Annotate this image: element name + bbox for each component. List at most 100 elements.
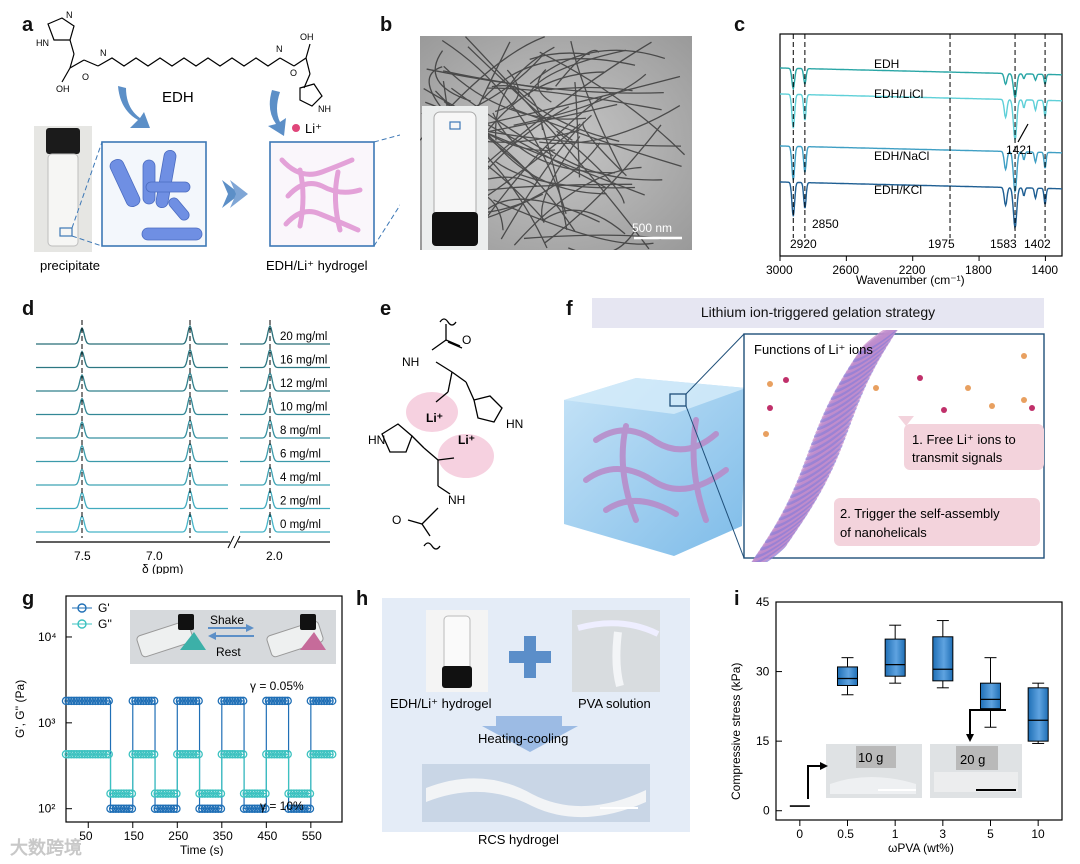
ftir-series-line [780,145,1062,194]
ftir-annot-1402: 1402 [1024,237,1051,251]
function1-line2: transmit signals [912,450,1003,465]
tem-fiber [513,73,647,126]
rheo-ytick-label: 10³ [38,716,55,730]
tem-fiber [494,160,635,189]
box-iqr [932,636,954,682]
li-ion-label: Li⁺ [305,121,322,136]
tem-fiber [539,104,681,145]
svg-text:O: O [290,68,297,78]
box-ytick-label: 30 [756,665,770,679]
panel-a: HN N OH O N N OH O NH EDH Li⁺ precipitate ED… [34,10,400,273]
li-dot [292,124,300,132]
function2-line1: 2. Trigger the self-assembly [840,506,1000,521]
compressive-xlabel: ωPVA (wt%) [888,841,954,855]
nmr-conc-label: 16 mg/ml [280,355,327,367]
rheo-xtick-label: 350 [213,829,233,843]
helix-segment [860,330,904,352]
nmr-tick-70: 7.0 [146,549,163,563]
shake-label: Shake [210,613,244,627]
function2-line2: of nanohelicals [840,525,927,540]
panel-label-e: e [380,298,392,320]
panel-label-b: b [380,14,393,36]
rheology-legend: G' G'' [72,601,112,631]
rheo-xtick-label: 50 [79,829,93,843]
compressive-chart: 0 0.5 1 3 5 10 0 15 30 45 10 g 20 g Compressive s… [729,595,1063,855]
nmr-spectrum [36,418,330,439]
panel-label-g: g [22,588,35,610]
tem-fiber [493,199,654,245]
rheo-ytick-label: 10² [38,802,55,816]
pva-label: PVA solution [578,696,651,711]
tem-fiber [482,58,636,100]
tem-fiber [568,231,635,250]
tem-fiber [487,87,662,111]
panel-label-f: f [566,298,573,320]
nmr-spectrum [36,442,330,463]
rheo-xtick-label: 250 [168,829,188,843]
tem-fiber [537,69,552,103]
nmr-spectrum [36,348,330,369]
rheo-xtick-label: 150 [124,829,144,843]
tem-fiber [544,124,662,244]
tem-fiber [544,146,663,181]
ftir-label-kcl: EDH/KCl [874,183,922,197]
box-xtick-label: 0 [796,827,803,841]
ftir-annot-2920: 2920 [790,237,817,251]
li-ion-1: Li⁺ [426,411,443,425]
tem-image: 500 nm [420,36,692,250]
svg-text:HN: HN [36,38,49,48]
process-arrow [482,716,578,752]
process-label: Heating-cooling [478,731,568,746]
ftir-xlabel: Wavenumber (cm⁻¹) [856,273,965,287]
plus-sign [509,636,551,678]
rheo-xtick-label: 450 [257,829,277,843]
hn-right: HN [506,417,523,431]
box-xtick-label: 5 [987,827,994,841]
arrow-down-right [268,90,286,136]
box-ytick-label: 0 [763,804,770,818]
nmr-xlabel: δ (ppm) [142,562,183,574]
gelation-schematic: Functions of Li⁺ ions 1. Free Li⁺ ions t… [564,330,1045,562]
gamma-high-label: γ = 10% [260,799,304,813]
box-xtick-label: 3 [939,827,946,841]
tem-fiber [428,66,445,112]
edh-structure [47,17,323,107]
inset-20g-label: 20 g [960,752,985,767]
precipitate-label: precipitate [40,258,100,273]
hn-left: HN [368,433,385,447]
hydrogel-label: EDH/Li⁺ hydrogel [266,258,368,273]
ftir-annot-1421: 1421 [1006,143,1033,157]
nmr-spectrum [36,465,330,486]
svg-text:O: O [82,72,89,82]
tem-fiber [500,114,592,240]
rcs-preparation: EDH/Li⁺ hydrogel PVA solution Heating-co… [390,610,660,847]
panel-label-i: i [734,588,740,610]
svg-text:N: N [100,48,107,58]
gel-label: EDH/Li⁺ hydrogel [390,696,492,711]
ftir-label-licl: EDH/LiCl [874,87,923,101]
nmr-conc-label: 20 mg/ml [280,331,327,343]
rheology-xlabel: Time (s) [180,843,224,856]
rheology-ylabel: G', G'' (Pa) [13,680,27,738]
edh-label: EDH [162,89,194,106]
ftir-label-edh: EDH [874,57,899,71]
nmr-spectrum [36,489,330,510]
box-ytick-label: 15 [756,734,770,748]
compressive-ylabel: Compressive stress (kPa) [729,663,743,800]
svg-text:NH: NH [318,104,331,114]
f-title-banner [592,298,1044,328]
box-ytick-label: 45 [756,595,770,609]
ftir-chart: EDH EDH/LiCl EDH/NaCl EDH/KCl 2920 2850 … [766,33,1063,287]
nmr-spectrum [36,324,330,345]
legend-gprime: G' [98,601,110,615]
box-iqr [836,666,859,686]
box-iqr [979,682,1002,710]
panel-label-d: d [22,298,35,320]
tem-fiber [539,51,686,156]
rheology-frame [65,595,343,823]
panel-label-c: c [734,14,746,36]
function1-box [904,424,1044,470]
ion-dots [763,353,1035,437]
rest-label: Rest [216,645,241,659]
